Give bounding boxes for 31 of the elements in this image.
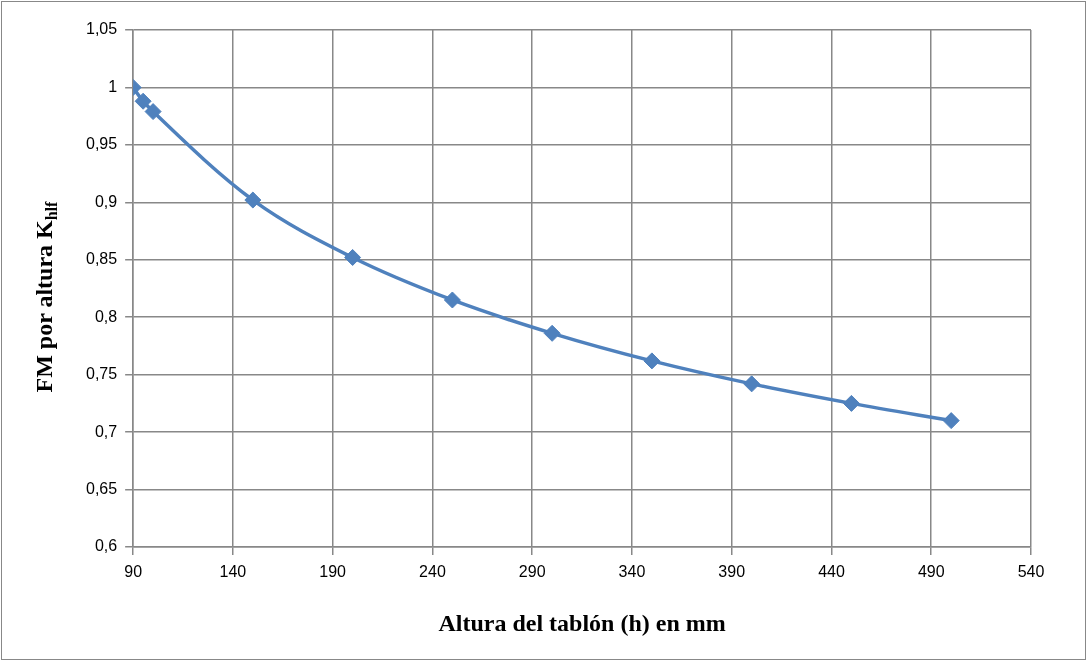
x-tick-label: 490 [917,563,945,581]
y-tick-label: 0,8 [94,307,118,325]
x-axis-title: Altura del tablón (h) en mm [438,609,726,636]
y-tick-label: 1,05 [86,20,118,38]
point [743,375,761,393]
x-tick-label: 190 [319,563,347,581]
y-tick-label: 0,85 [86,250,118,268]
y-tick-label: 1 [108,77,118,95]
point [344,248,362,266]
y-tick-label: 0,6 [94,537,118,555]
x-tick-label: 140 [219,563,247,581]
point [443,291,461,309]
x-tick-label: 440 [818,563,845,581]
point [543,324,561,342]
point [244,191,262,209]
x-tick-label: 90 [124,563,143,581]
y-tick-label: 0,9 [94,192,118,210]
point [942,412,960,430]
point [134,92,152,110]
point [144,103,162,121]
y-tick-label: 0,75 [86,365,118,383]
point [842,394,860,412]
x-tick-label: 290 [518,563,546,581]
y-tick-label: 0,65 [86,479,118,497]
x-tick-label: 240 [419,563,446,581]
point [643,352,661,370]
y-tick-label: 0,7 [94,422,118,440]
x-tick-label: 390 [718,563,746,581]
x-tick-label: 340 [618,563,646,581]
y-tick-label: 0,95 [86,135,118,153]
x-tick-label: 540 [1017,563,1045,581]
